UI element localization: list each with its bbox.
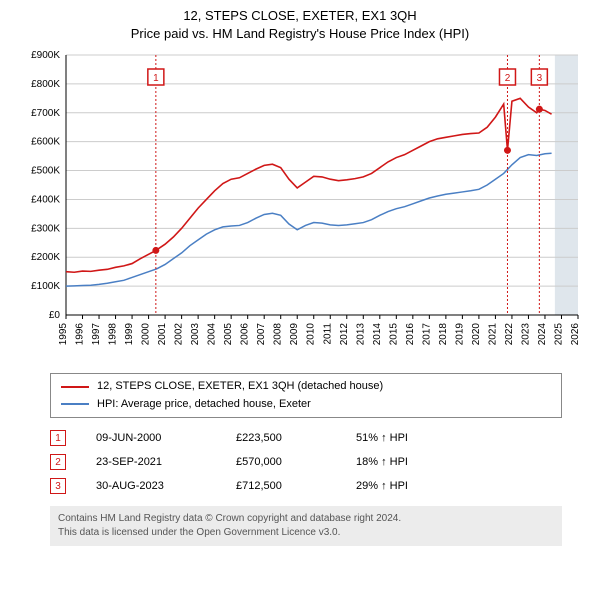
svg-text:2023: 2023 <box>520 323 531 346</box>
legend-item: 12, STEPS CLOSE, EXETER, EX1 3QH (detach… <box>61 378 551 396</box>
svg-text:2: 2 <box>505 73 511 84</box>
svg-text:£600K: £600K <box>31 137 60 148</box>
footer-line-2: This data is licensed under the Open Gov… <box>58 526 554 540</box>
svg-text:2014: 2014 <box>372 323 383 346</box>
trade-diff: 29% ↑ HPI <box>356 480 446 492</box>
svg-text:2012: 2012 <box>339 323 350 346</box>
legend-swatch <box>61 386 89 388</box>
svg-text:£800K: £800K <box>31 79 60 90</box>
footer-line-1: Contains HM Land Registry data © Crown c… <box>58 512 554 526</box>
legend-label: HPI: Average price, detached house, Exet… <box>97 396 311 414</box>
svg-text:£400K: £400K <box>31 194 60 205</box>
svg-text:1: 1 <box>153 73 159 84</box>
svg-text:2005: 2005 <box>223 323 234 346</box>
svg-text:£300K: £300K <box>31 223 60 234</box>
svg-text:1997: 1997 <box>91 323 102 346</box>
trade-diff: 51% ↑ HPI <box>356 432 446 444</box>
legend-item: HPI: Average price, detached house, Exet… <box>61 396 551 414</box>
svg-text:2004: 2004 <box>207 323 218 346</box>
svg-text:2017: 2017 <box>421 323 432 346</box>
svg-text:£500K: £500K <box>31 166 60 177</box>
svg-text:2008: 2008 <box>273 323 284 346</box>
svg-text:2019: 2019 <box>454 323 465 346</box>
svg-text:2009: 2009 <box>289 323 300 346</box>
svg-text:1998: 1998 <box>108 323 119 346</box>
svg-text:2024: 2024 <box>537 323 548 346</box>
trade-date: 09-JUN-2000 <box>96 432 206 444</box>
trade-diff: 18% ↑ HPI <box>356 456 446 468</box>
legend-swatch <box>61 403 89 405</box>
svg-text:2011: 2011 <box>322 323 333 345</box>
svg-text:2022: 2022 <box>504 323 515 346</box>
chart-title: 12, STEPS CLOSE, EXETER, EX1 3QH <box>8 8 592 23</box>
trades-table: 1 09-JUN-2000 £223,500 51% ↑ HPI 2 23-SEP-202… <box>50 426 562 498</box>
trade-price: £223,500 <box>236 432 326 444</box>
trade-row: 1 09-JUN-2000 £223,500 51% ↑ HPI <box>50 426 562 450</box>
legend-label: 12, STEPS CLOSE, EXETER, EX1 3QH (detach… <box>97 378 383 396</box>
title-block: 12, STEPS CLOSE, EXETER, EX1 3QH Price p… <box>8 8 592 41</box>
trade-date: 30-AUG-2023 <box>96 480 206 492</box>
trade-marker: 2 <box>50 454 66 470</box>
trade-row: 2 23-SEP-2021 £570,000 18% ↑ HPI <box>50 450 562 474</box>
svg-text:2018: 2018 <box>438 323 449 346</box>
footer-attribution: Contains HM Land Registry data © Crown c… <box>50 506 562 546</box>
line-chart-svg: £0 £100K £200K £300K £400K £500K £600K £700K £80… <box>8 47 592 367</box>
trade-price: £570,000 <box>236 456 326 468</box>
svg-text:2000: 2000 <box>141 323 152 346</box>
svg-text:2001: 2001 <box>157 323 168 346</box>
svg-text:2026: 2026 <box>570 323 581 346</box>
trade-marker: 1 <box>50 430 66 446</box>
svg-text:£100K: £100K <box>31 281 60 292</box>
trade-price: £712,500 <box>236 480 326 492</box>
svg-text:3: 3 <box>537 73 543 84</box>
chart-subtitle: Price paid vs. HM Land Registry's House … <box>8 26 592 41</box>
svg-text:2010: 2010 <box>306 323 317 346</box>
svg-text:2021: 2021 <box>487 323 498 346</box>
svg-text:£900K: £900K <box>31 50 60 61</box>
chart-plot-area: £0 £100K £200K £300K £400K £500K £600K £700K £80… <box>8 47 592 367</box>
svg-text:2025: 2025 <box>553 323 564 346</box>
svg-text:1996: 1996 <box>75 323 86 346</box>
svg-text:£0: £0 <box>49 310 61 321</box>
chart-container: 12, STEPS CLOSE, EXETER, EX1 3QH Price p… <box>8 8 592 546</box>
svg-text:2013: 2013 <box>355 323 366 346</box>
legend-box: 12, STEPS CLOSE, EXETER, EX1 3QH (detach… <box>50 373 562 418</box>
svg-text:1999: 1999 <box>124 323 135 346</box>
svg-text:2002: 2002 <box>174 323 185 346</box>
svg-text:2016: 2016 <box>405 323 416 346</box>
svg-text:£700K: £700K <box>31 108 60 119</box>
trade-row: 3 30-AUG-2023 £712,500 29% ↑ HPI <box>50 474 562 498</box>
svg-text:1995: 1995 <box>58 323 69 346</box>
svg-text:£200K: £200K <box>31 252 60 263</box>
trade-marker: 3 <box>50 478 66 494</box>
trade-date: 23-SEP-2021 <box>96 456 206 468</box>
svg-text:2007: 2007 <box>256 323 267 346</box>
svg-text:2003: 2003 <box>190 323 201 346</box>
svg-text:2015: 2015 <box>388 323 399 346</box>
svg-text:2006: 2006 <box>240 323 251 346</box>
svg-text:2020: 2020 <box>471 323 482 346</box>
